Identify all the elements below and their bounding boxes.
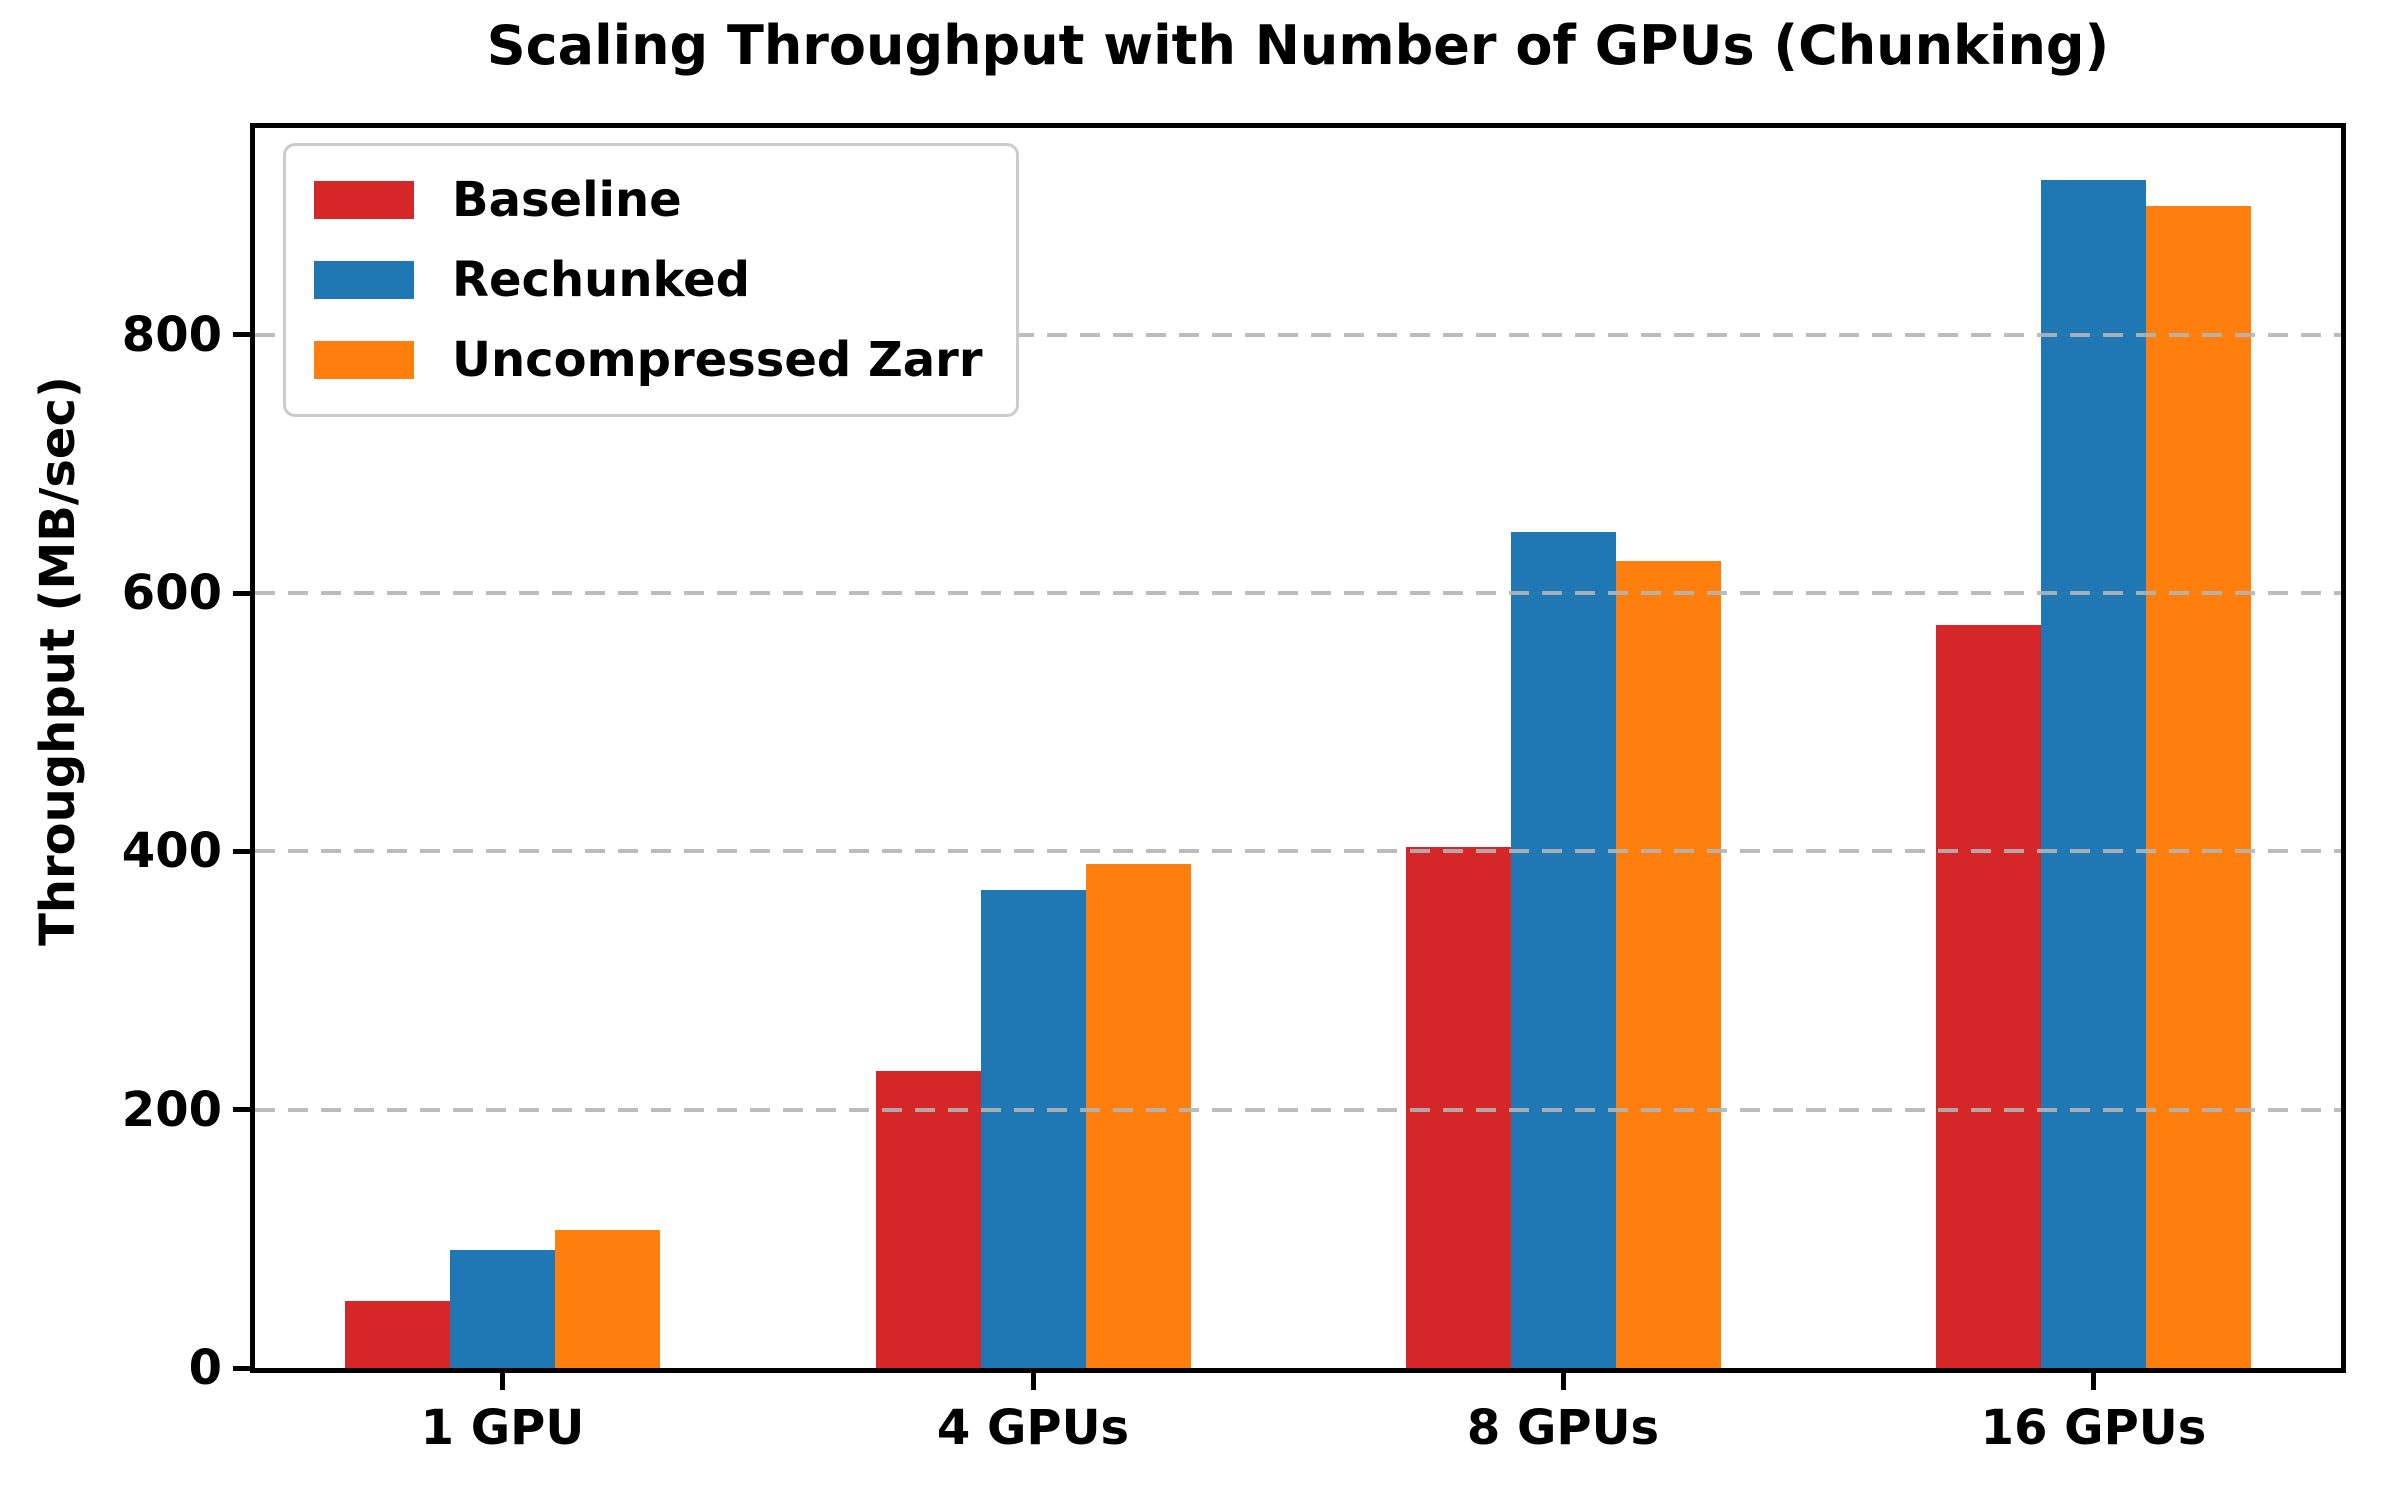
y-tick-label-600: 600	[121, 565, 222, 621]
legend-swatch-rechunked	[314, 261, 414, 299]
bar-uncompressed-zarr-8-gpus	[1615, 560, 1721, 1368]
x-tick-label-16-gpus: 16 GPUs	[1980, 1400, 2207, 1456]
bar-rechunked-16-gpus	[2041, 179, 2146, 1368]
y-tick-mark-800	[233, 332, 250, 338]
x-tick-mark-4-gpus	[1030, 1373, 1036, 1390]
x-tick-label-4-gpus: 4 GPUs	[936, 1400, 1130, 1456]
y-tick-mark-400	[233, 848, 250, 854]
gridline-800	[255, 332, 2341, 337]
legend-item-rechunked: Rechunked	[314, 252, 982, 308]
y-tick-label-200: 200	[121, 1081, 222, 1138]
gridline-600	[255, 591, 2341, 595]
legend-item-uncompressed-zarr: Uncompressed Zarr	[314, 332, 982, 388]
y-tick-label-800: 800	[121, 306, 222, 363]
bar-group-1-gpu	[345, 128, 660, 1368]
bar-rechunked-1-gpu	[450, 1250, 555, 1368]
bar-group-8-gpus	[1405, 128, 1721, 1368]
gridline-400	[255, 849, 2341, 854]
bar-group-16-gpus	[1936, 128, 2251, 1368]
gridline-200	[255, 1107, 2341, 1112]
bar-group-4-gpus	[875, 128, 1191, 1368]
y-tick-label-0: 0	[188, 1340, 222, 1396]
x-tick-label-1-gpu: 1 GPU	[420, 1400, 585, 1456]
y-tick-mark-200	[233, 1107, 250, 1113]
bar-rechunked-8-gpus	[1510, 532, 1616, 1368]
x-tick-mark-16-gpus	[2091, 1373, 2096, 1390]
legend-label-rechunked: Rechunked	[452, 252, 751, 308]
chart-title: Scaling Throughput with Number of GPUs (…	[486, 14, 2110, 77]
legend-label-baseline: Baseline	[452, 172, 682, 228]
bar-baseline-4-gpus	[875, 1070, 981, 1368]
y-tick-label-400: 400	[121, 823, 222, 880]
x-tick-mark-1-gpu	[500, 1373, 505, 1390]
x-tick-mark-8-gpus	[1560, 1373, 1566, 1390]
legend-item-baseline: Baseline	[314, 172, 982, 228]
legend-swatch-uncompressed-zarr	[314, 341, 414, 379]
legend-label-uncompressed-zarr: Uncompressed Zarr	[452, 332, 983, 388]
bar-baseline-16-gpus	[1936, 625, 2041, 1368]
y-tick-mark-0	[233, 1365, 250, 1371]
x-tick-label-8-gpus: 8 GPUs	[1466, 1400, 1660, 1456]
y-tick-mark-600	[233, 590, 250, 596]
bar-rechunked-4-gpus	[980, 890, 1086, 1368]
bar-uncompressed-zarr-4-gpus	[1085, 864, 1191, 1368]
bar-baseline-1-gpu	[345, 1300, 450, 1368]
bar-uncompressed-zarr-1-gpu	[555, 1229, 660, 1368]
bar-uncompressed-zarr-16-gpus	[2146, 205, 2251, 1368]
legend: Baseline Rechunked Uncompressed Zarr	[283, 143, 1020, 417]
plot-area: Baseline Rechunked Uncompressed Zarr	[250, 123, 2346, 1373]
legend-swatch-baseline	[314, 181, 414, 219]
